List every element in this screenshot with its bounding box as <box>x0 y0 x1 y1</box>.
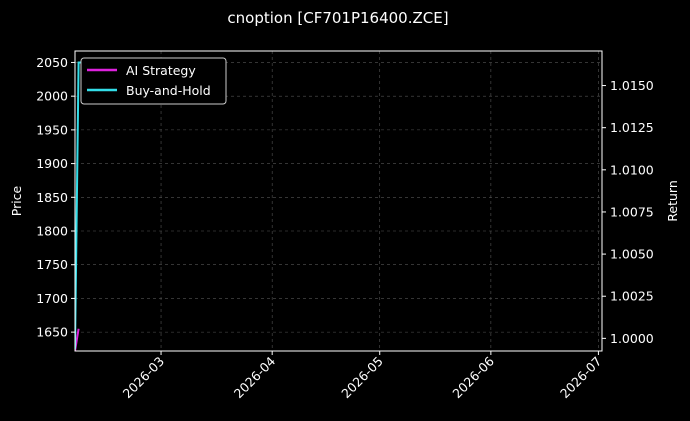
y-left-tick-label: 1900 <box>36 156 68 171</box>
series-layer <box>75 61 83 351</box>
y-axis-right-label: Return <box>665 180 680 221</box>
y-left-tick-label: 1750 <box>36 257 68 272</box>
y-right-tick-label: 1.0075 <box>610 204 654 219</box>
legend-box <box>80 57 227 105</box>
y-right-tick-label: 1.0025 <box>610 289 654 304</box>
x-tick-label: 2026-04 <box>231 353 279 401</box>
x-axis: 2026-03 2026-04 2026-05 2026-06 2026-07 <box>120 351 605 401</box>
y-left-tick-label: 2000 <box>36 89 68 104</box>
y-left-tick-label: 1850 <box>36 190 68 205</box>
legend-label-ai-strategy: AI Strategy <box>126 63 196 78</box>
y-axis-left: 1650 1700 1750 1800 1850 1900 1950 2000 2050 <box>36 55 75 340</box>
y-left-tick-label: 2050 <box>36 55 68 70</box>
y-left-tick-label: 1800 <box>36 224 68 239</box>
y-axis-left-label: Price <box>9 185 24 216</box>
y-right-tick-label: 1.0100 <box>610 162 654 177</box>
y-right-tick-label: 1.0000 <box>610 331 654 346</box>
legend-label-buy-and-hold: Buy-and-Hold <box>126 83 211 98</box>
x-tick-label: 2026-03 <box>120 354 168 402</box>
y-right-tick-label: 1.0150 <box>610 78 654 93</box>
y-left-tick-label: 1700 <box>36 291 68 306</box>
plot-frame <box>74 50 603 352</box>
legend: AI Strategy Buy-and-Hold <box>80 57 227 105</box>
x-tick-label: 2026-05 <box>338 354 386 402</box>
y-axis-right: 1.0000 1.0025 1.0050 1.0075 1.0100 1.0125 1.01… <box>602 78 654 346</box>
y-right-tick-label: 1.0050 <box>610 247 654 262</box>
x-tick-label: 2026-07 <box>557 354 605 402</box>
y-right-tick-label: 1.0125 <box>610 120 654 135</box>
y-left-tick-label: 1950 <box>36 122 68 137</box>
grid <box>75 51 602 351</box>
series-line-buy-and-hold <box>75 61 83 349</box>
x-tick-label: 2026-06 <box>449 353 497 401</box>
y-left-tick-label: 1650 <box>36 325 68 340</box>
chart-title: cnoption [CF701P16400.ZCE] <box>227 9 448 27</box>
